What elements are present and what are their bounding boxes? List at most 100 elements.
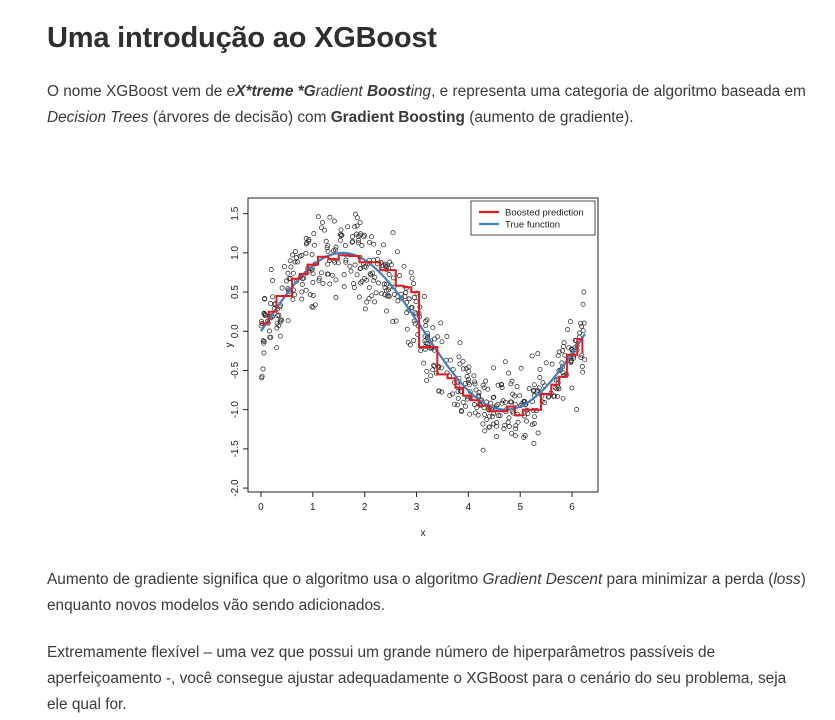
- data-point: [425, 341, 431, 347]
- data-point: [501, 426, 507, 432]
- data-point: [551, 393, 557, 399]
- intro-em-boost: Boost: [366, 83, 411, 100]
- data-point: [384, 281, 389, 287]
- data-point: [462, 381, 468, 387]
- intro-text-3: (árvores de decisão) com: [148, 109, 331, 126]
- data-point: [465, 380, 471, 386]
- data-point: [432, 336, 438, 342]
- data-point: [526, 386, 532, 392]
- data-point: [457, 361, 463, 367]
- data-point: [450, 391, 456, 397]
- data-point: [406, 296, 412, 302]
- data-point: [371, 241, 377, 247]
- data-point: [455, 395, 461, 401]
- data-point: [568, 358, 574, 364]
- page-title: Uma introdução ao XGBoost: [47, 22, 437, 54]
- data-point: [515, 419, 521, 425]
- data-point: [335, 260, 341, 266]
- plot-frame: [247, 197, 599, 493]
- data-point: [484, 416, 490, 422]
- data-point: [366, 285, 372, 291]
- data-point: [319, 270, 324, 276]
- data-point: [463, 403, 468, 409]
- data-point: [268, 301, 273, 306]
- data-point: [438, 320, 444, 326]
- data-point: [483, 378, 489, 384]
- data-point: [428, 373, 434, 379]
- data-point: [444, 334, 450, 339]
- data-point: [489, 414, 495, 420]
- data-point: [394, 249, 400, 255]
- data-point: [465, 376, 471, 382]
- data-point: [310, 280, 316, 285]
- data-point: [502, 422, 508, 428]
- data-point: [467, 411, 473, 417]
- data-point: [366, 260, 372, 266]
- x-tick-label: 4: [466, 502, 472, 513]
- data-point: [270, 278, 275, 283]
- data-point: [338, 231, 343, 237]
- data-point: [554, 386, 560, 392]
- data-point: [582, 357, 588, 363]
- data-point: [421, 360, 427, 366]
- data-point: [320, 219, 325, 225]
- data-point: [393, 318, 399, 324]
- data-point: [404, 326, 410, 332]
- data-point: [299, 282, 305, 287]
- data-point: [320, 280, 326, 286]
- y-tick-label: -2.0: [230, 479, 241, 497]
- data-point: [500, 398, 506, 404]
- data-point: [362, 276, 367, 282]
- data-point: [369, 293, 375, 299]
- intro-text-4: (aumento de gradiente).: [464, 109, 634, 126]
- data-point: [494, 423, 499, 429]
- data-point: [390, 230, 396, 236]
- x-tick-label: 2: [362, 502, 368, 513]
- x-tick-label: 5: [517, 502, 523, 513]
- data-point: [513, 426, 519, 432]
- intro-em-decision-trees: Decision Trees: [47, 109, 149, 126]
- data-point: [379, 291, 385, 297]
- data-point: [303, 250, 309, 256]
- data-point: [384, 293, 390, 299]
- data-point: [458, 409, 464, 415]
- data-point: [290, 252, 295, 258]
- data-point: [487, 413, 492, 419]
- data-point: [299, 252, 305, 258]
- data-point: [387, 259, 393, 265]
- data-point: [299, 289, 305, 295]
- data-point: [495, 382, 501, 388]
- data-point: [342, 243, 348, 249]
- data-point: [361, 232, 367, 238]
- true-function-line: [260, 251, 586, 411]
- data-point: [279, 285, 285, 291]
- data-point: [465, 396, 471, 402]
- data-point: [274, 345, 280, 351]
- data-point: [293, 249, 298, 255]
- data-point: [325, 243, 331, 249]
- data-point: [352, 262, 358, 268]
- data-point: [354, 272, 360, 278]
- data-point: [560, 395, 566, 401]
- xgboost-chart-figure: 0 1 2 3 4 5 6 -2.0 -1.5 -1.0 -0.5 0.0 0.5 1.0 1.5 x y Boo…: [224, 192, 614, 544]
- data-point: [412, 309, 418, 315]
- data-point: [535, 351, 541, 357]
- data-point: [476, 392, 482, 398]
- data-point: [524, 418, 529, 424]
- data-point: [276, 312, 282, 318]
- data-point: [480, 421, 486, 427]
- data-point: [383, 288, 389, 294]
- data-point: [301, 275, 307, 281]
- data-point: [371, 278, 377, 284]
- data-point: [388, 262, 394, 268]
- flexibility-paragraph: Extremamente flexível – uma vez que poss…: [47, 644, 787, 713]
- data-point: [372, 299, 378, 305]
- data-point: [542, 400, 547, 405]
- x-tick-label: 1: [310, 502, 316, 513]
- data-point: [447, 357, 453, 363]
- data-point: [491, 394, 497, 400]
- data-point: [475, 412, 481, 418]
- data-point: [509, 430, 514, 436]
- data-point: [290, 270, 296, 276]
- data-point: [374, 256, 380, 262]
